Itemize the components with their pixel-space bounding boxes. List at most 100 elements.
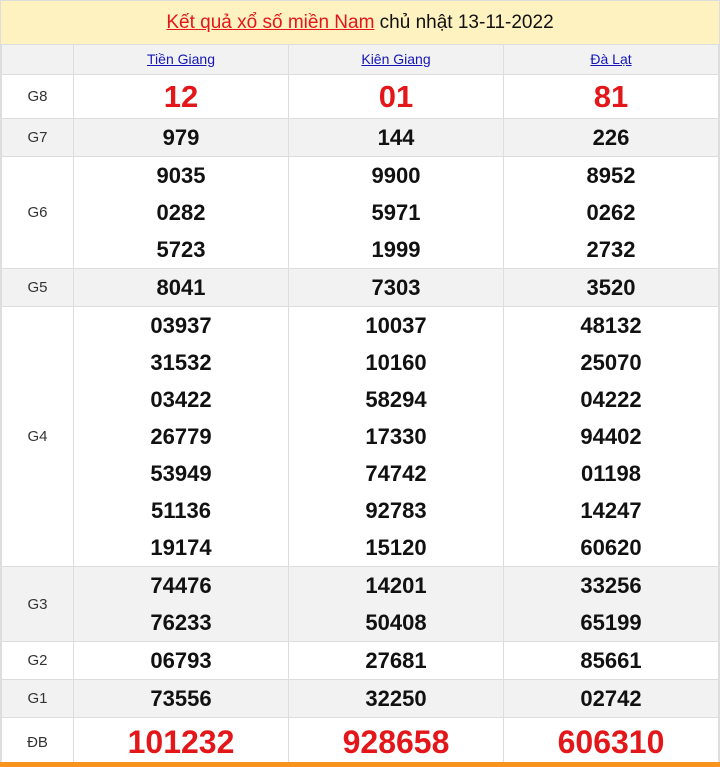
prize-cell: 226 <box>503 118 719 157</box>
prize-cell: 8041 <box>73 268 289 307</box>
prize-number: 7303 <box>371 275 421 300</box>
prize-label: G2 <box>1 641 74 680</box>
prize-number: 06793 <box>150 648 212 673</box>
prize-number: 33256 <box>580 573 642 598</box>
prize-number: 25070 <box>580 350 642 375</box>
prize-number: 03422 <box>150 387 212 412</box>
prize-number: 2732 <box>586 237 636 262</box>
header-row: Tiền Giang Kiên Giang Đà Lạt <box>1 44 719 75</box>
prize-row-g3: G3 74476 76233 14201 50408 33256 65199 <box>1 566 719 642</box>
prize-number: 26779 <box>150 424 212 449</box>
prize-label: G4 <box>1 306 74 567</box>
prize-cell: 06793 <box>73 641 289 680</box>
prize-number: 17330 <box>365 424 427 449</box>
prize-number: 73556 <box>150 686 212 711</box>
prize-number: 60620 <box>580 535 642 560</box>
province-link-da-lat[interactable]: Đà Lạt <box>590 50 632 67</box>
prize-cell: 81 <box>503 74 719 119</box>
prize-row-g6: G6 9035 0282 5723 9900 5971 1999 8952 0262 2732 <box>1 156 719 269</box>
prize-number: 10160 <box>365 350 427 375</box>
prize-cell: 3520 <box>503 268 719 307</box>
prize-number: 76233 <box>150 610 212 635</box>
prize-number: 85661 <box>580 648 642 673</box>
prize-cell: 73556 <box>73 679 289 718</box>
page-title: Kết quả xổ số miền Nam chủ nhật 13-11-20… <box>1 1 719 44</box>
prize-label: G3 <box>1 566 74 642</box>
prize-number: 226 <box>592 125 630 150</box>
prize-cell: 12 <box>73 74 289 119</box>
prize-number: 101232 <box>127 724 235 760</box>
prize-number: 14247 <box>580 498 642 523</box>
prize-label: G5 <box>1 268 74 307</box>
prize-cell: 48132 25070 04222 94402 01198 14247 60620 <box>503 306 719 567</box>
prize-cell: 14201 50408 <box>288 566 504 642</box>
prize-number: 94402 <box>580 424 642 449</box>
prize-label: G1 <box>1 679 74 718</box>
prize-number: 58294 <box>365 387 427 412</box>
prize-number: 53949 <box>150 461 212 486</box>
prize-number: 48132 <box>580 313 642 338</box>
prize-number: 27681 <box>365 648 427 673</box>
prize-cell: 101232 <box>73 717 289 767</box>
prize-number: 01198 <box>581 461 641 486</box>
province-link-kien-giang[interactable]: Kiên Giang <box>361 50 431 67</box>
prize-number: 04222 <box>580 387 642 412</box>
prize-number: 9035 <box>156 163 206 188</box>
prize-number: 0262 <box>586 200 636 225</box>
prize-cell: 10037 10160 58294 17330 74742 92783 15120 <box>288 306 504 567</box>
prize-cell: 144 <box>288 118 504 157</box>
title-date: chủ nhật 13-11-2022 <box>374 12 554 33</box>
prize-cell: 27681 <box>288 641 504 680</box>
prize-number: 51136 <box>151 498 211 523</box>
prize-number: 1999 <box>371 237 421 262</box>
prize-cell: 02742 <box>503 679 719 718</box>
prize-number: 32250 <box>365 686 427 711</box>
prize-row-đb: ĐB 101232 928658 606310 <box>1 717 719 767</box>
results-table: Tiền Giang Kiên Giang Đà Lạt G8 12 01 81 G7 9… <box>1 44 719 767</box>
prize-number: 5971 <box>371 200 421 225</box>
prize-number: 19174 <box>150 535 212 560</box>
prize-number: 606310 <box>557 724 665 760</box>
prize-row-g1: G1 73556 32250 02742 <box>1 679 719 718</box>
prize-cell: 928658 <box>288 717 504 767</box>
footer-bar <box>0 762 720 767</box>
prize-number: 0282 <box>156 200 206 225</box>
prize-number: 74742 <box>365 461 427 486</box>
prize-cell: 9900 5971 1999 <box>288 156 504 269</box>
prize-cell: 32250 <box>288 679 504 718</box>
prize-row-g7: G7 979 144 226 <box>1 118 719 157</box>
prize-number: 65199 <box>580 610 642 635</box>
title-link[interactable]: Kết quả xổ số miền Nam <box>166 12 375 33</box>
prize-label: G6 <box>1 156 74 269</box>
prize-number: 74476 <box>150 573 212 598</box>
prize-number: 928658 <box>342 724 450 760</box>
prize-number: 12 <box>163 79 199 114</box>
prize-number: 9900 <box>371 163 421 188</box>
prize-number: 979 <box>162 125 200 150</box>
prize-cell: 01 <box>288 74 504 119</box>
prize-number: 5723 <box>156 237 206 262</box>
prize-label: G8 <box>1 74 74 119</box>
prize-cell: 85661 <box>503 641 719 680</box>
prize-number: 50408 <box>365 610 427 635</box>
prize-label: G7 <box>1 118 74 157</box>
prize-number: 03937 <box>150 313 212 338</box>
prize-cell: 8952 0262 2732 <box>503 156 719 269</box>
prize-cell: 979 <box>73 118 289 157</box>
prize-label: ĐB <box>1 717 74 767</box>
prize-number: 02742 <box>580 686 642 711</box>
province-link-tien-giang[interactable]: Tiền Giang <box>147 50 215 67</box>
prize-row-g5: G5 8041 7303 3520 <box>1 268 719 307</box>
prize-number: 92783 <box>365 498 427 523</box>
prize-cell: 74476 76233 <box>73 566 289 642</box>
prize-cell: 33256 65199 <box>503 566 719 642</box>
prize-row-g2: G2 06793 27681 85661 <box>1 641 719 680</box>
prize-number: 14201 <box>365 573 427 598</box>
prize-number: 3520 <box>586 275 636 300</box>
prize-number: 01 <box>378 79 414 114</box>
prize-number: 8952 <box>586 163 636 188</box>
prize-number: 8041 <box>156 275 206 300</box>
prize-cell: 606310 <box>503 717 719 767</box>
prize-row-g8: G8 12 01 81 <box>1 74 719 119</box>
prize-cell: 03937 31532 03422 26779 53949 51136 19174 <box>73 306 289 567</box>
